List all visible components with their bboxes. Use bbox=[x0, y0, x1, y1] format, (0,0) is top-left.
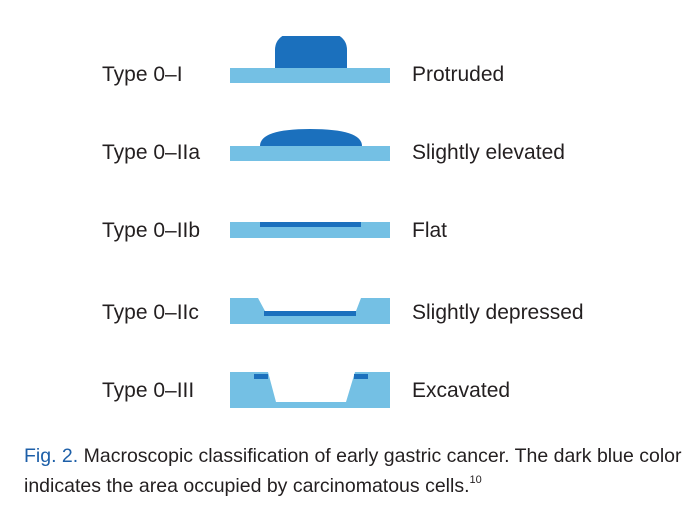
description-label: Slightly depressed bbox=[412, 301, 584, 324]
description-label: Excavated bbox=[412, 379, 511, 402]
flat-lesion-diagram bbox=[230, 222, 390, 238]
description-label: Slightly elevated bbox=[412, 141, 565, 164]
slightly-elevated-lesion-diagram bbox=[230, 129, 390, 161]
carcinoma-area bbox=[260, 129, 362, 146]
type-label: Type 0–IIb bbox=[102, 219, 201, 242]
carcinoma-area bbox=[275, 36, 347, 68]
type-label: Type 0–I bbox=[102, 63, 183, 86]
row-type-0-iia: Type 0–IIa Slightly elevated bbox=[0, 114, 695, 174]
figure-number: Fig. 2. bbox=[24, 445, 79, 467]
description-label: Flat bbox=[412, 219, 448, 242]
row-type-0-iic: Type 0–IIc Slightly depressed bbox=[0, 274, 695, 334]
row-type-0-i: Type 0–I Protruded bbox=[0, 36, 695, 96]
slightly-depressed-lesion-diagram bbox=[230, 298, 390, 324]
type-label: Type 0–IIa bbox=[102, 141, 201, 164]
figure-caption: Fig. 2. Macroscopic classification of ea… bbox=[24, 441, 684, 501]
caption-text: Macroscopic classification of early gast… bbox=[24, 445, 682, 497]
excavated-lesion-diagram bbox=[230, 372, 390, 408]
carcinoma-area-left bbox=[254, 374, 268, 379]
protruded-lesion-diagram bbox=[230, 36, 390, 83]
reference-superscript: 10 bbox=[469, 474, 482, 486]
description-label: Protruded bbox=[412, 63, 505, 86]
mucosa-layer bbox=[230, 146, 390, 161]
carcinoma-area-right bbox=[354, 374, 368, 379]
type-label: Type 0–IIc bbox=[102, 301, 199, 324]
carcinoma-area bbox=[264, 311, 356, 316]
carcinoma-area bbox=[260, 222, 361, 227]
row-type-0-iii: Type 0–III Excavated bbox=[0, 352, 695, 412]
type-label: Type 0–III bbox=[102, 379, 195, 402]
mucosa-layer bbox=[230, 372, 390, 408]
mucosa-layer bbox=[230, 68, 390, 83]
row-type-0-iib: Type 0–IIb Flat bbox=[0, 192, 695, 252]
